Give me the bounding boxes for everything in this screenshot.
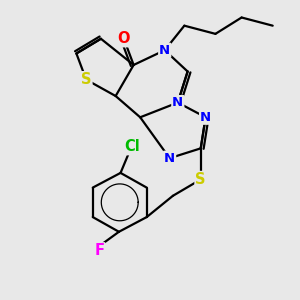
Text: N: N bbox=[164, 152, 175, 165]
Text: S: S bbox=[196, 172, 206, 187]
Text: N: N bbox=[172, 96, 183, 109]
Text: F: F bbox=[94, 243, 104, 258]
Text: Cl: Cl bbox=[124, 139, 140, 154]
Text: N: N bbox=[159, 44, 170, 57]
Text: N: N bbox=[200, 111, 211, 124]
Text: S: S bbox=[81, 72, 92, 87]
Text: O: O bbox=[118, 31, 130, 46]
